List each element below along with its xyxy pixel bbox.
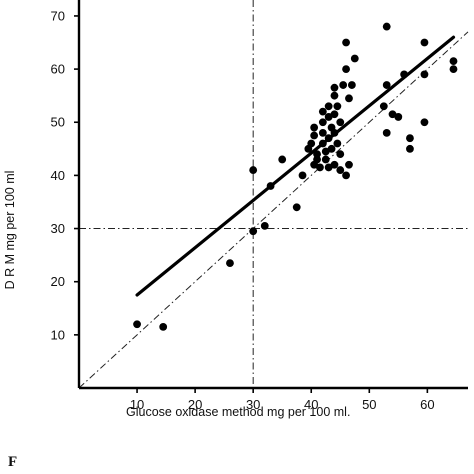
data-point [379, 102, 388, 111]
x-tick-label: 60 [420, 397, 434, 412]
data-point [330, 110, 339, 119]
data-point [310, 123, 319, 132]
y-tick-label: 70 [51, 8, 65, 23]
y-tick-label: 50 [51, 115, 65, 130]
data-point [342, 65, 350, 73]
data-point [420, 118, 429, 127]
data-point [350, 54, 359, 63]
data-point [330, 83, 339, 92]
data-point [159, 322, 168, 331]
data-point [313, 155, 321, 164]
data-point [307, 139, 316, 148]
data-point [449, 65, 458, 73]
data-point [420, 38, 429, 47]
data-point [345, 160, 353, 169]
data-point [382, 22, 391, 31]
data-point [330, 128, 339, 137]
data-point [382, 128, 391, 137]
data-point [266, 182, 275, 190]
regression-line [135, 35, 456, 297]
data-point [336, 118, 345, 127]
data-point [324, 163, 333, 172]
data-point [394, 113, 403, 121]
data-point [406, 134, 414, 143]
data-point [336, 166, 345, 174]
x-tick-label: 40 [304, 397, 318, 412]
data-point [310, 131, 319, 140]
data-point [330, 160, 339, 169]
data-point [318, 107, 327, 116]
x-tick-label: 50 [362, 397, 376, 412]
x-axis-title: Glucose oxidase method mg per 100 ml. [126, 405, 350, 419]
data-point [298, 171, 307, 180]
data-point [133, 320, 141, 329]
data-point [347, 81, 356, 89]
data-point [318, 128, 327, 137]
data-point [321, 147, 330, 156]
y-tick-label: 60 [51, 62, 65, 77]
data-point [226, 259, 234, 267]
data-point [333, 139, 342, 148]
data-point [345, 94, 353, 103]
data-point [316, 163, 324, 172]
figure-caption-fragment: F [8, 454, 17, 470]
data-point [388, 110, 397, 119]
data-point [406, 144, 414, 153]
y-tick-label: 30 [51, 221, 65, 236]
plot-area: 10 20 30 40 50 60 10 20 30 40 50 60 70 [51, 0, 469, 412]
data-point [339, 81, 348, 89]
data-point [324, 102, 333, 111]
data-point [324, 134, 333, 143]
data-point [249, 166, 258, 174]
data-point [278, 155, 287, 164]
x-tick-label: 10 [130, 397, 144, 412]
data-point [449, 57, 458, 66]
x-tick-label: 20 [188, 397, 202, 412]
identity-line [78, 31, 469, 389]
data-point [292, 203, 301, 212]
data-point [333, 102, 342, 111]
data-point [382, 81, 391, 89]
y-tick-label: 20 [51, 274, 65, 289]
y-axis-title: D R M mg per 100 ml [3, 171, 17, 290]
x-tick-label: 30 [246, 397, 260, 412]
data-point [420, 70, 429, 79]
data-point [327, 144, 336, 153]
y-tick-label: 40 [51, 168, 65, 183]
data-point [342, 38, 350, 47]
y-tick-label: 10 [51, 327, 65, 342]
data-point [249, 227, 258, 236]
data-point [324, 113, 333, 121]
data-point [400, 70, 409, 79]
data-point [318, 139, 327, 148]
data-point [336, 150, 345, 159]
data-point [318, 118, 327, 127]
data-point [260, 221, 269, 230]
data-point [321, 155, 330, 164]
data-point [330, 91, 339, 100]
data-point [342, 171, 350, 180]
